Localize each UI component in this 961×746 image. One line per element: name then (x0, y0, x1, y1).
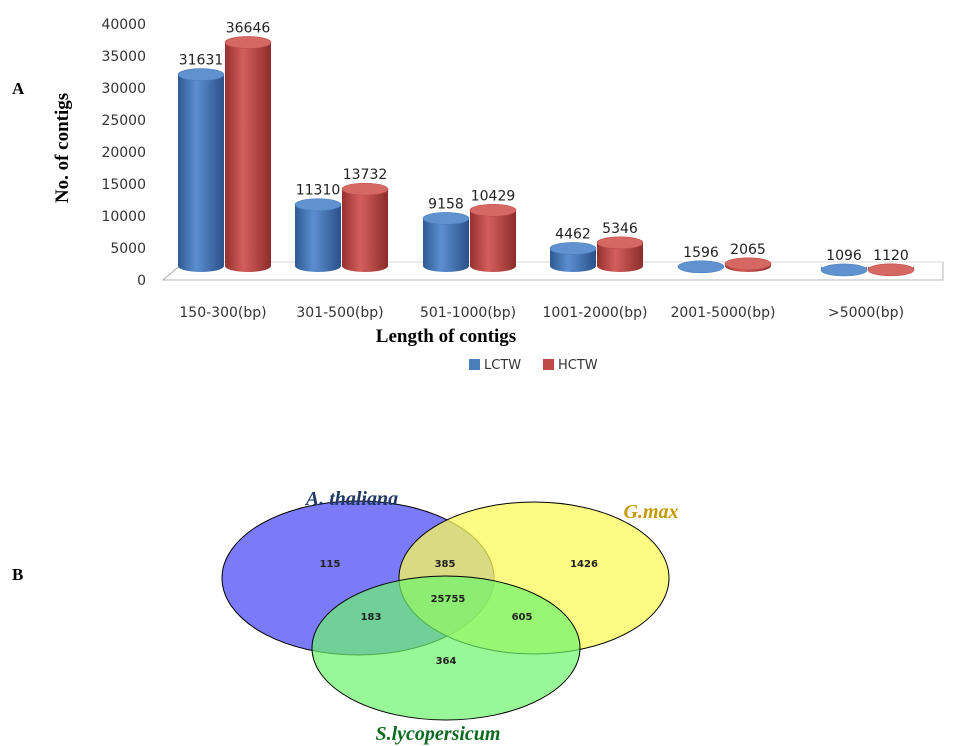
x-axis: 150-300(bp) 301-500(bp) 501-1000(bp) 1001-2… (179, 305, 904, 321)
x-tick-label: 301-500(bp) (296, 305, 383, 321)
y-tick-label: 20000 (101, 145, 146, 161)
bar-hctw-5000-bp (867, 263, 915, 277)
y-tick-label: 5000 (110, 241, 146, 257)
x-tick-label: 1001-2000(bp) (542, 305, 647, 321)
venn-label-slycopersicum: S.lycopersicum (376, 723, 501, 745)
bar-lctw-150-300-bp (177, 68, 225, 272)
y-tick-label: 15000 (101, 177, 146, 193)
y-tick-label: 0 (137, 273, 146, 289)
venn-count-gmax-slyco: 605 (512, 612, 533, 623)
data-label-hctw: 13732 (343, 167, 388, 183)
venn-count-athaliana-slyco: 183 (361, 612, 382, 623)
data-label-lctw: 4462 (555, 226, 591, 242)
y-tick-label: 10000 (101, 209, 146, 225)
x-tick-label: 501-1000(bp) (420, 305, 516, 321)
bar-hctw-1001-2000-bp (596, 236, 644, 272)
data-label-hctw: 1120 (873, 248, 909, 264)
bar-hctw-2001-5000-bp (724, 257, 772, 272)
panel-letter-b: B (12, 565, 23, 584)
bar-lctw-5000-bp (820, 263, 868, 277)
bar-chart: 31631 11310 9158 4462 1596 1096 36646 13732 1042… (52, 17, 944, 373)
data-label-lctw: 11310 (296, 183, 341, 199)
legend-label-hctw: HCTW (558, 358, 598, 373)
legend-swatch-hctw (543, 359, 554, 370)
venn-count-all-three: 25755 (431, 594, 466, 605)
legend-label-lctw: LCTW (484, 358, 521, 373)
data-label-hctw: 10429 (471, 188, 516, 204)
data-label-lctw: 1096 (826, 248, 862, 264)
venn-label-gmax: G.max (624, 501, 679, 523)
data-label-lctw: 31631 (179, 53, 224, 69)
venn-count-athaliana-only: 115 (320, 559, 341, 570)
bar-hctw-150-300-bp (224, 36, 272, 272)
bar-hctw-501-1000-bp (469, 203, 517, 272)
venn-count-slyco-only: 364 (436, 656, 457, 667)
y-tick-label: 25000 (101, 113, 146, 129)
y-tick-label: 40000 (101, 17, 146, 33)
bar-lctw-1001-2000-bp (549, 242, 597, 272)
y-axis: 0 5000 10000 15000 20000 25000 30000 35000 40000 (101, 17, 146, 289)
venn-diagram: 115 385 1426 25755 183 605 364 A. thalia… (221, 488, 679, 745)
x-tick-label: 150-300(bp) (179, 305, 266, 321)
y-tick-label: 35000 (101, 49, 146, 65)
x-tick-label: 2001-5000(bp) (670, 305, 775, 321)
x-axis-title: Length of contigs (376, 326, 516, 347)
data-label-hctw: 5346 (602, 221, 638, 237)
data-label-lctw: 9158 (428, 196, 464, 212)
bar-group: 31631 11310 9158 4462 1596 1096 36646 13732 1042… (177, 20, 915, 277)
data-label-hctw: 2065 (730, 242, 766, 258)
data-label-hctw: 36646 (226, 20, 271, 36)
venn-count-gmax-only: 1426 (570, 559, 598, 570)
venn-label-athaliana: A. thaliana (304, 488, 398, 510)
bar-lctw-2001-5000-bp (677, 260, 725, 274)
bar-lctw-301-500-bp (294, 198, 342, 272)
venn-set-slycopersicum (311, 575, 581, 721)
bar-hctw-301-500-bp (341, 182, 389, 272)
bar-lctw-501-1000-bp (422, 212, 470, 272)
y-tick-label: 30000 (101, 81, 146, 97)
venn-count-athaliana-gmax: 385 (435, 559, 456, 570)
panel-letter-a: A (12, 79, 25, 98)
legend-swatch-lctw (469, 359, 480, 370)
y-axis-title: No. of contigs (52, 93, 73, 203)
legend: LCTW HCTW (469, 358, 598, 373)
x-tick-label: >5000(bp) (828, 305, 904, 321)
data-label-lctw: 1596 (683, 245, 719, 261)
